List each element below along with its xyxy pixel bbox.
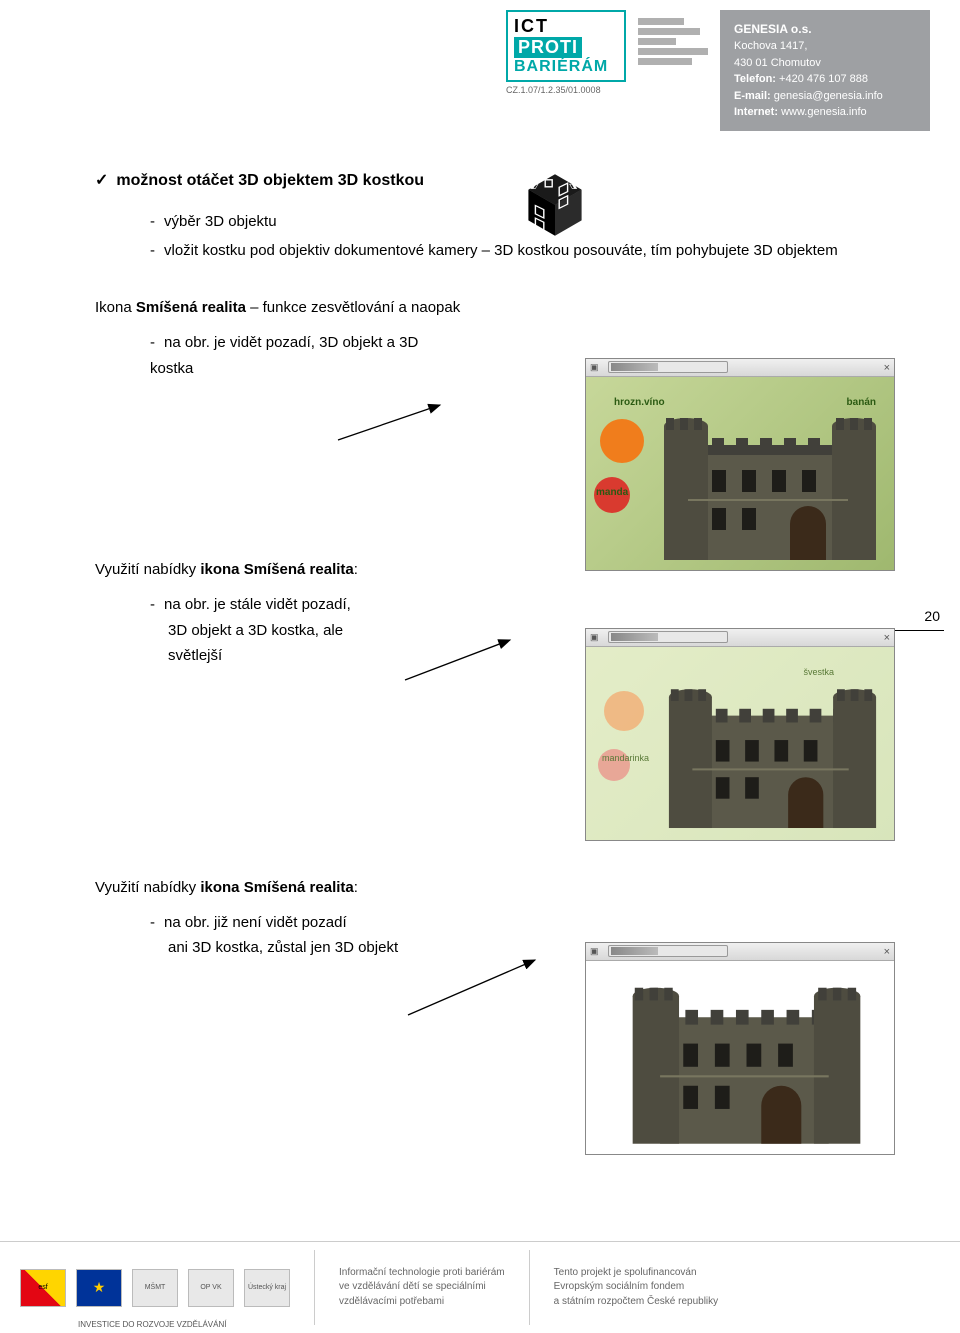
genesia-email-label: E-mail: [734, 90, 771, 102]
footer-invest-text: INVESTICE DO ROZVOJE VZDĚLÁVÁNÍ [78, 1320, 226, 1329]
window-icon: ▣ [590, 632, 599, 643]
screenshot-1: ▣ × hrozn.víno banán manda [585, 358, 895, 571]
opacity-slider-2[interactable] [608, 631, 728, 643]
kraj-logo: Ústecký kraj [244, 1269, 290, 1307]
screenshot-3: ▣ × [585, 942, 895, 1155]
close-icon[interactable]: × [884, 632, 890, 644]
page-header: ICT PROTI BARIÉRÁM CZ.1.07/1.2.35/01.000… [0, 0, 960, 110]
footer-text-col2: Tento projekt je spolufinancován Evropsk… [554, 1266, 719, 1310]
genesia-email: genesia@genesia.info [774, 90, 883, 102]
screenshot-2: ▣ × švestka mandarinka [585, 628, 895, 841]
close-icon[interactable]: × [884, 946, 890, 958]
page-footer: esf MŠMT OP VK Ústecký kraj Informační t… [0, 1241, 960, 1333]
window-titlebar: ▣ × [586, 359, 894, 377]
window-icon: ▣ [590, 362, 599, 373]
genesia-web: www.genesia.info [781, 106, 867, 118]
genesia-name: GENESIA o.s. [734, 20, 916, 38]
ict-logo-code: CZ.1.07/1.2.35/01.0008 [506, 85, 626, 95]
ict-logo-line1: ICT [514, 16, 618, 37]
page-number: 20 [924, 608, 940, 624]
label-manda: manda [596, 487, 628, 498]
section3-item1: -na obr. již není vidět pozadí [150, 910, 905, 936]
castle-render-3 [629, 954, 864, 1154]
ict-logo-line2: PROTI [514, 37, 582, 58]
castle-render-2 [665, 650, 880, 840]
decorative-bars [638, 10, 708, 65]
ict-logo: ICT PROTI BARIÉRÁM CZ.1.07/1.2.35/01.000… [506, 10, 626, 95]
genesia-tel: +420 476 107 888 [779, 73, 868, 85]
footer-logos: esf MŠMT OP VK Ústecký kraj [20, 1269, 290, 1307]
ict-logo-line3: BARIÉRÁM [514, 58, 618, 76]
fruit-orange-light [604, 691, 644, 731]
footer-text-col1: Informační technologie proti bariérám ve… [339, 1266, 505, 1310]
close-icon[interactable]: × [884, 362, 890, 374]
castle-render-1 [660, 380, 880, 570]
window-icon: ▣ [590, 946, 599, 957]
genesia-tel-label: Telefon: [734, 73, 776, 85]
opvk-logo: OP VK [188, 1269, 234, 1307]
eu-flag-logo [76, 1269, 122, 1307]
window-titlebar-2: ▣ × [586, 629, 894, 647]
sub-item-2: -vložit kostku pod objektiv dokumentové … [150, 237, 850, 266]
fruit-orange [600, 419, 644, 463]
section3-title: Využití nabídky ikona Smíšená realita: [95, 879, 905, 896]
genesia-web-label: Internet: [734, 106, 778, 118]
genesia-addr1: Kochova 1417, [734, 38, 916, 55]
label-hrozn: hrozn.víno [614, 397, 665, 408]
section1-title: Ikona Smíšená realita – funkce zesvětlov… [95, 299, 905, 316]
section1-item: -na obr. je vidět pozadí, 3D objekt a 3D… [150, 330, 430, 381]
label-mandarinka: mandarinka [602, 753, 649, 763]
esf-logo: esf [20, 1269, 66, 1307]
checkmark-icon: ✓ [95, 172, 108, 189]
opacity-slider[interactable] [608, 361, 728, 373]
sub-item-1: -výběr 3D objektu [150, 208, 905, 237]
msmt-logo: MŠMT [132, 1269, 178, 1307]
section2-item1: -na obr. je stále vidět pozadí, [150, 592, 905, 618]
genesia-contact-box: GENESIA o.s. Kochova 1417, 430 01 Chomut… [720, 10, 930, 131]
genesia-addr2: 430 01 Chomutov [734, 55, 916, 72]
main-heading: ✓možnost otáčet 3D objektem 3D kostkou [95, 170, 905, 190]
